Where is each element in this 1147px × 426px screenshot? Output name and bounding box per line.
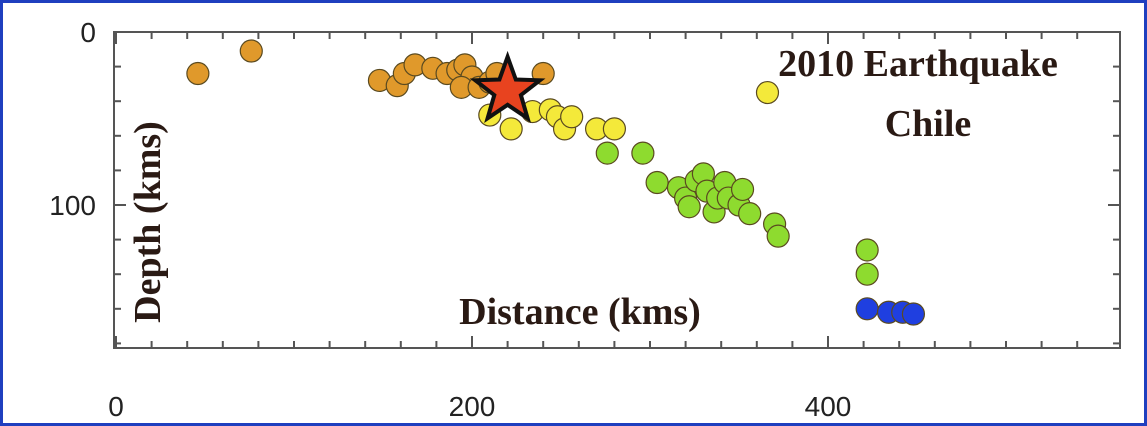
x-tick-label: 200 — [449, 391, 496, 422]
earthquake-point-blue — [901, 302, 926, 326]
mainshock-star-icon — [469, 50, 546, 124]
earthquake-point-orange — [186, 61, 210, 86]
earthquake-point-green — [855, 238, 879, 262]
earthquake-point-orange — [239, 39, 263, 63]
y-tick-label: 100 — [49, 190, 96, 221]
y-axis-label: Depth (kms) — [127, 121, 169, 323]
earthquake-point-green — [738, 202, 762, 226]
x-tick-label: 0 — [108, 391, 124, 422]
chart-title-line-1: 2010 Earthquake — [778, 43, 1058, 85]
earthquake-point-green — [677, 195, 701, 219]
earthquake-point-green — [631, 141, 655, 165]
earthquake-point-green — [855, 262, 879, 286]
earthquake-point-yellow — [560, 105, 584, 129]
chart-title-line-2: Chile — [885, 103, 972, 145]
x-tick-label: 400 — [805, 391, 852, 422]
plot-area — [113, 31, 1121, 349]
earthquake-point-green — [766, 224, 790, 248]
earthquake-point-green — [645, 170, 669, 195]
earthquake-point-green — [595, 141, 619, 165]
y-tick-label: 0 — [80, 17, 96, 48]
earthquake-point-blue — [855, 297, 879, 321]
earthquake-point-green — [730, 177, 755, 202]
x-axis-label: Distance (kms) — [459, 291, 701, 333]
earthquake-point-yellow — [602, 117, 627, 141]
earthquake-point-yellow — [755, 80, 780, 105]
earthquake-point-yellow — [499, 117, 523, 141]
